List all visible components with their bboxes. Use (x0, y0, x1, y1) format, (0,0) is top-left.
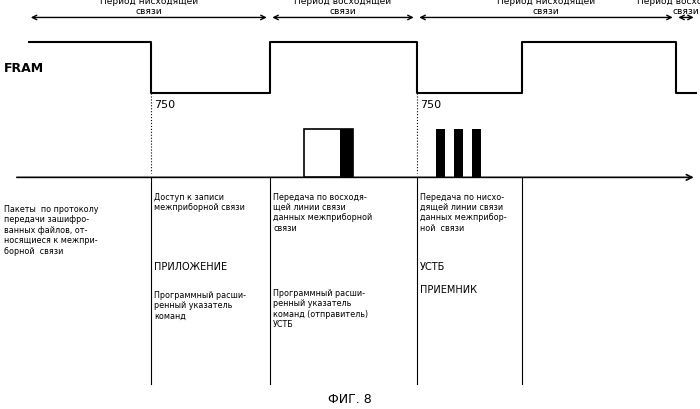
Bar (472, 129, 482, 178)
Text: ПРИЛОЖЕНИЕ: ПРИЛОЖЕНИЕ (154, 262, 227, 272)
Bar (454, 129, 463, 178)
Text: 750: 750 (154, 100, 175, 110)
Text: УСТБ: УСТБ (420, 262, 445, 272)
Text: Пакеты  по протоколу
передачи зашифро-
ванных файлов, от-
носящиеся к межпри-
бо: Пакеты по протоколу передачи зашифро- ва… (4, 204, 98, 255)
Text: Период нисходящей
связи: Период нисходящей связи (99, 0, 198, 16)
Text: Доступ к записи
межприборной связи: Доступ к записи межприборной связи (154, 192, 245, 211)
Text: Период нисходящей
связи: Период нисходящей связи (497, 0, 595, 16)
Text: Передача по восходя-
щей линии связи
данных межприборной
связи: Передача по восходя- щей линии связи дан… (273, 192, 372, 232)
Text: Период восходящей
связи: Период восходящей связи (295, 0, 391, 16)
Text: Передача по нисхо-
дящей линии связи
данных межприбор-
ной  связи: Передача по нисхо- дящей линии связи дан… (420, 192, 507, 232)
Text: Программный расши-
ренный указатель
команд: Программный расши- ренный указатель кома… (154, 290, 246, 320)
Text: ФИГ. 8: ФИГ. 8 (328, 392, 372, 405)
Text: FRAM: FRAM (4, 62, 43, 75)
Bar (304, 129, 354, 178)
Text: Период восходящей
связи: Период восходящей связи (638, 0, 700, 16)
Text: Программный расши-
ренный указатель
команд (отправитель)
УСТБ: Программный расши- ренный указатель кома… (273, 288, 368, 328)
Bar (340, 129, 354, 178)
Bar (435, 129, 445, 178)
Text: ПРИЕМНИК: ПРИЕМНИК (420, 284, 477, 294)
Text: 750: 750 (420, 100, 441, 110)
